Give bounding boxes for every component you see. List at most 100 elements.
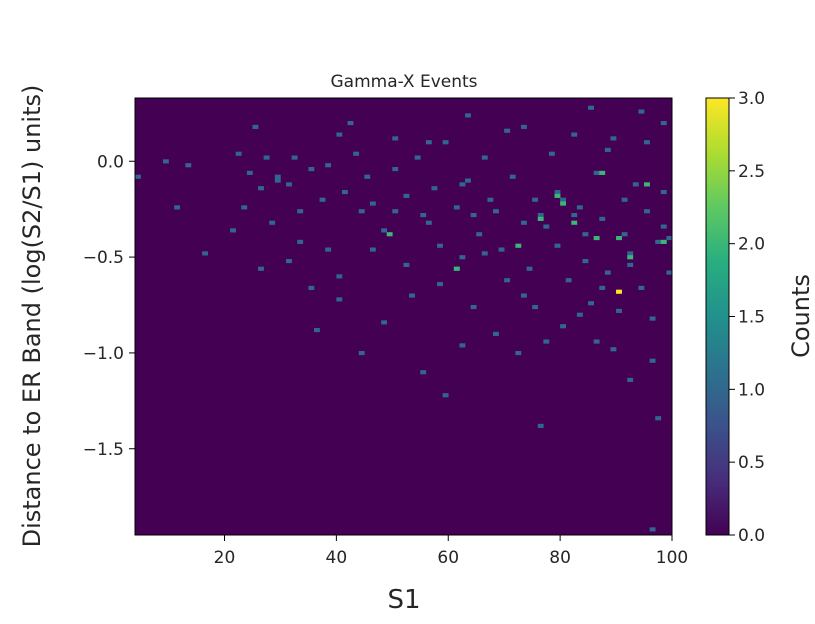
heatmap-cell (162, 159, 169, 164)
heatmap-cell (442, 140, 449, 145)
heatmap-cell (644, 182, 650, 187)
heatmap-cell (336, 297, 343, 302)
colorbar-gradient (705, 97, 730, 536)
heatmap-cell (358, 351, 365, 356)
colorbar-tick-label: 3.0 (738, 89, 765, 109)
colorbar-tick-label: 2.5 (738, 162, 765, 182)
heatmap-cell (230, 228, 236, 233)
plot-frame (134, 97, 673, 536)
heatmap-cell (520, 220, 527, 225)
y-tick-label: −0.5 (83, 248, 124, 268)
heatmap-cell (353, 151, 360, 156)
heatmap-cell (593, 339, 600, 344)
heatmap-cell (593, 236, 600, 241)
heatmap-cell (616, 289, 622, 294)
heatmap-cell (459, 255, 466, 260)
heatmap-cell (660, 224, 667, 229)
heatmap-cell (526, 266, 533, 271)
heatmap-cell (571, 213, 578, 218)
y-tick-label: −1.0 (83, 344, 124, 364)
heatmap-cell (554, 193, 561, 198)
heatmap-cell (532, 305, 539, 310)
heatmap-cell (425, 140, 432, 145)
x-tick-label: 100 (656, 548, 688, 568)
heatmap-cell (392, 209, 399, 214)
chart-title: Gamma-X Events (330, 72, 477, 92)
heatmap-cell (202, 251, 209, 256)
heatmap-cell (604, 147, 611, 152)
heatmap-cell (554, 190, 561, 195)
x-axis-ticks: 20 40 60 80 100 (214, 535, 688, 568)
heatmap-cell (593, 170, 600, 175)
heatmap-cell (286, 259, 292, 264)
heatmap-cell (660, 190, 667, 195)
heatmap-cell (644, 209, 650, 214)
heatmap-cell (520, 124, 527, 129)
heatmap-cell (459, 343, 466, 348)
colorbar-tick-label: 0.0 (738, 526, 765, 546)
colorbar: 0.0 0.5 1.0 1.5 2.0 2.5 3.0 Counts (705, 89, 815, 546)
heatmap-cell (409, 293, 415, 298)
heatmap-cell (414, 155, 421, 160)
heatmap-cell (465, 113, 471, 118)
heatmap-cell (453, 266, 460, 271)
heatmap-cell (655, 239, 662, 244)
heatmap-cell (571, 132, 578, 137)
heatmap-cell (627, 262, 634, 267)
heatmap-cell (537, 216, 544, 221)
heatmap-cell (258, 266, 264, 271)
heatmap-cell (565, 278, 572, 283)
heatmap-cell (437, 282, 443, 287)
plot-area (134, 97, 673, 536)
heatmap-cell (453, 205, 460, 210)
heatmap-cells (135, 105, 673, 532)
heatmap-cell (263, 155, 270, 160)
heatmap-cell (291, 155, 298, 160)
heatmap-cell (487, 197, 494, 202)
heatmap-cell (481, 251, 488, 256)
heatmap-cell (582, 259, 589, 264)
heatmap-cell (632, 182, 639, 187)
heatmap-cell (341, 190, 348, 195)
heatmap-cell (381, 228, 388, 233)
x-axis-label: S1 (387, 585, 420, 615)
y-tick-label: −1.5 (83, 440, 124, 460)
heatmap-cell (627, 255, 634, 260)
heatmap-cell (560, 201, 567, 206)
heatmap-cell (442, 393, 449, 398)
heatmap-cell (319, 197, 326, 202)
heatmap-cell (314, 328, 320, 333)
heatmap-cell (392, 167, 399, 172)
heatmap-cell (308, 285, 315, 290)
heatmap-cell (481, 155, 488, 160)
heatmap-cell (420, 213, 427, 218)
heatmap-cell (493, 209, 499, 214)
heatmap-cell (308, 167, 315, 172)
heatmap-cell (425, 220, 432, 225)
heatmap-cell (235, 151, 242, 156)
heatmap-cell (520, 293, 527, 298)
heatmap-cell (604, 270, 611, 275)
x-tick-label: 60 (437, 548, 459, 568)
heatmap-cell (386, 232, 393, 237)
heatmap-cell (560, 197, 567, 202)
heatmap-cell (543, 339, 550, 344)
heatmap-cell (537, 213, 544, 218)
heatmap-cell (431, 186, 438, 191)
heatmap-cell (621, 197, 628, 202)
heatmap-cell (470, 305, 477, 310)
heatmap-cell (274, 174, 281, 179)
heatmap-cell (649, 358, 656, 363)
heatmap-cell (560, 324, 567, 329)
heatmap-cell (358, 209, 365, 214)
heatmap-cell (515, 243, 522, 248)
heatmap-cell (666, 270, 673, 275)
heatmap-cell (666, 236, 673, 241)
heatmap-cell (185, 163, 192, 168)
heatmap-cell (258, 186, 264, 191)
heatmap-cell (588, 301, 594, 306)
colorbar-label: Counts (787, 274, 815, 358)
heatmap-cell (325, 163, 332, 168)
heatmap-cell (638, 285, 645, 290)
heatmap-cell (543, 224, 550, 229)
